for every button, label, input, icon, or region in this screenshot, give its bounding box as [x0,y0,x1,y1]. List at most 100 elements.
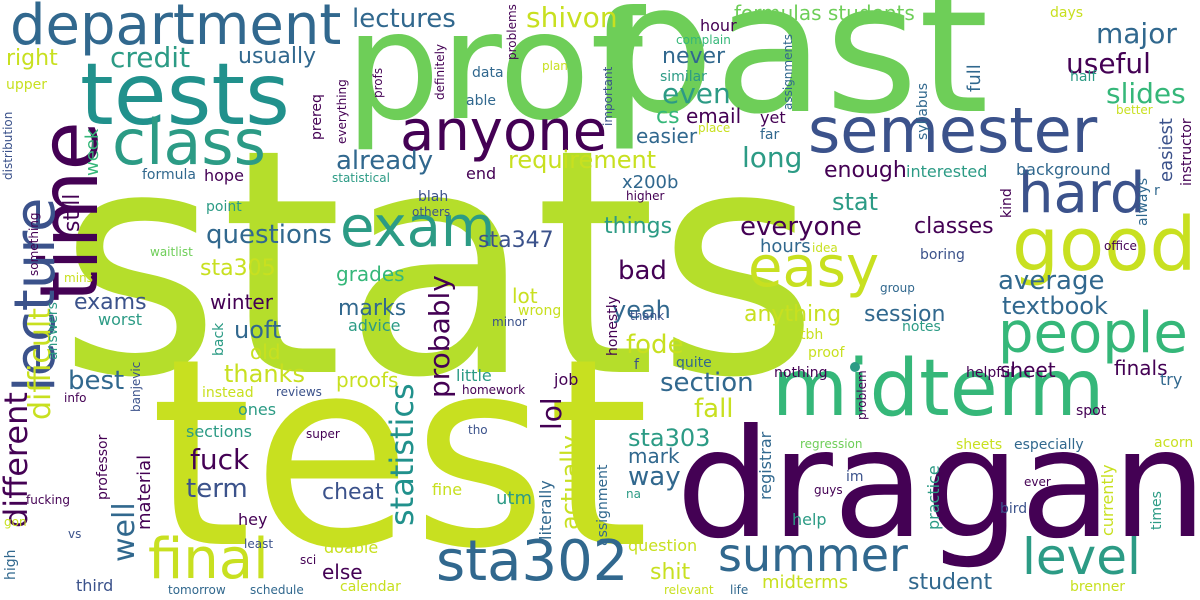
word-spot: spot [1076,403,1107,419]
word-especially: especially [1014,437,1084,453]
word-acorn: acorn [1154,435,1194,451]
word-fall: fall [694,394,734,424]
word-mins: mins [64,271,93,285]
word-half: half [1070,69,1097,85]
word-grades: grades [336,262,405,286]
word-final: final [148,527,269,592]
word-sta347: sta347 [478,228,554,253]
word-else: else [322,560,363,584]
word-material: material [134,454,155,530]
word-tests: tests [80,45,290,145]
word-little: little [456,366,492,385]
word-session: session [864,302,946,327]
word-slides: slides [1106,77,1186,110]
word-least: least [244,537,274,551]
word-formula: formula [142,167,196,183]
word-email: email [686,104,742,128]
word-past: past [600,0,989,154]
word-even: even [662,77,731,110]
word-marks: marks [338,296,407,321]
word-third: third [76,576,114,595]
word-practice: practice [924,465,943,530]
word-people: people [998,301,1188,366]
word-fine: fine [432,480,463,499]
word-questions: questions [206,220,332,250]
word-summer: summer [718,528,908,582]
word-x200b: x200b [622,172,679,193]
word-everyone: everyone [740,212,862,242]
word-boring: boring [920,247,965,263]
word-average: average [998,266,1105,296]
word-schedule: schedule [250,583,304,597]
word-prof: prof [345,0,644,154]
word-utm: utm [496,488,532,509]
word-sci: sci [300,553,317,567]
word-long: long [742,141,803,174]
word-things: things [604,214,673,239]
word-professor: professor [95,434,111,500]
word-blah: blah [418,189,449,205]
word-yeah: yeah [612,296,671,324]
word-waitlist: waitlist [150,245,193,259]
word-semester: semester [808,94,1098,167]
word-fuck: fuck [190,443,250,476]
word-place: place [698,121,731,135]
word-textbook: textbook [1002,292,1108,320]
word-fode: fode [626,330,684,360]
word-good: good [1012,202,1197,288]
word-thanks: thanks [224,360,305,388]
word-important: important [601,66,615,126]
word-problems: problems [505,4,519,60]
word-lol: lol [535,397,568,430]
word-enough: enough [824,158,907,183]
word-actually: actually [556,435,584,530]
word-problem: problem [855,370,869,420]
word-useful: useful [1066,47,1151,80]
word-statistics: statistics [383,383,421,526]
word-hard: hard [1018,161,1146,226]
word-days: days [1050,5,1084,21]
word-interested: interested [906,162,988,181]
word-minor: minor [492,315,527,329]
word-stat: stat [832,188,879,216]
word-test: test [150,304,650,600]
word-section: section [660,368,754,398]
word-stats: stats [58,82,819,446]
word-complain: complain [676,33,731,47]
word-classes: classes [914,214,994,239]
word-department: department [10,0,342,58]
word-way: way [628,462,681,492]
word-advice: advice [348,316,401,335]
word-midterms: midterms [762,572,849,593]
word-requirement: requirement [508,146,657,174]
word-never: never [662,44,726,69]
word-sheets: sheets [956,437,1003,453]
word-notes: notes [902,319,941,335]
word-office: office [1104,239,1137,253]
word-week: week [82,128,103,176]
word-tomorrow: tomorrow [168,583,226,597]
word-assignment: assignment [595,464,611,546]
word-hope: hope [204,166,244,185]
word-helpful: helpful [966,365,1014,381]
word-right: right [6,46,58,71]
word-cheat: cheat [322,480,384,505]
word-anyone: anyone [400,99,608,164]
word-student: student [908,570,993,595]
word-proof: proof [808,345,845,361]
word-back: back [211,322,227,356]
word-brenner: brenner [1070,579,1126,595]
word-registrar: registrar [756,431,775,500]
word-assignments: assignments [781,33,795,110]
word-upper: upper [6,77,48,93]
word-answers: answers [45,302,61,360]
word-hour: hour [700,16,737,35]
word-hours: hours [760,236,811,257]
word-try: try [1160,370,1183,389]
word-homework: homework [462,383,526,397]
word-level: level [1022,528,1141,586]
word-honestly: honestly [605,296,621,356]
word-full: full [964,64,985,92]
word-vs: vs [68,527,82,541]
